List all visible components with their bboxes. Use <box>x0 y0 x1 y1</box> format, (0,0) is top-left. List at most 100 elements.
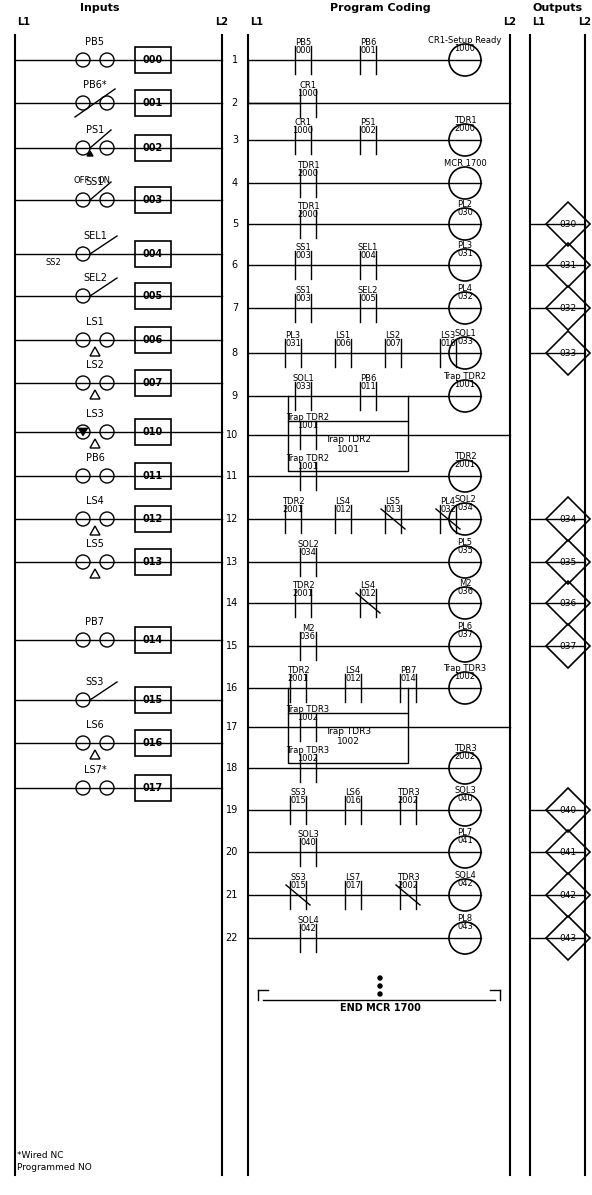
Text: 10: 10 <box>226 430 238 440</box>
Bar <box>135 549 171 575</box>
Text: 1002: 1002 <box>455 672 475 680</box>
Text: 036: 036 <box>457 587 473 595</box>
Text: TDR2: TDR2 <box>453 452 477 460</box>
Text: 001: 001 <box>360 45 376 55</box>
Text: 1001: 1001 <box>298 461 318 471</box>
Bar <box>135 730 171 756</box>
Text: 2000: 2000 <box>298 168 318 178</box>
Text: 2002: 2002 <box>397 796 419 804</box>
Text: SS3: SS3 <box>290 872 306 882</box>
Text: 8: 8 <box>232 348 238 358</box>
Text: PS1: PS1 <box>360 117 376 127</box>
Text: SEL2: SEL2 <box>358 286 378 294</box>
Text: LS7*: LS7* <box>83 765 107 776</box>
Text: TDR2: TDR2 <box>287 666 309 674</box>
Text: 004: 004 <box>143 249 163 259</box>
Text: L2: L2 <box>578 17 591 27</box>
Text: PL6: PL6 <box>458 621 472 631</box>
Text: 2002: 2002 <box>455 752 475 760</box>
Text: 6: 6 <box>232 261 238 270</box>
Text: 9: 9 <box>232 391 238 402</box>
Text: 15: 15 <box>226 641 238 651</box>
Text: 036: 036 <box>559 599 577 607</box>
Text: PL2: PL2 <box>458 200 472 208</box>
Text: SS1: SS1 <box>295 243 311 251</box>
Text: 040: 040 <box>300 838 316 846</box>
Text: TDR1: TDR1 <box>453 116 477 124</box>
Text: 031: 031 <box>285 338 301 348</box>
Text: 035: 035 <box>559 558 577 566</box>
Text: PB7: PB7 <box>400 666 416 674</box>
Text: Programmed NO: Programmed NO <box>17 1164 92 1172</box>
Text: 014: 014 <box>400 674 416 682</box>
Text: 012: 012 <box>360 588 376 598</box>
Text: 017: 017 <box>143 783 163 793</box>
Text: M2: M2 <box>459 578 471 588</box>
Bar <box>135 283 171 310</box>
Text: TDR1: TDR1 <box>297 202 319 210</box>
Text: 2001: 2001 <box>292 588 314 598</box>
Text: 006: 006 <box>143 335 163 345</box>
Text: 2001: 2001 <box>282 504 304 514</box>
Text: 12: 12 <box>226 514 238 523</box>
Text: L1: L1 <box>532 17 545 27</box>
Text: LS4: LS4 <box>336 496 350 505</box>
Text: PB6: PB6 <box>86 453 104 462</box>
Bar <box>135 462 171 489</box>
Text: L2: L2 <box>504 17 516 27</box>
Text: 1002: 1002 <box>298 754 318 762</box>
Text: SEL2: SEL2 <box>83 272 107 283</box>
Text: 032: 032 <box>457 292 473 300</box>
Text: PL7: PL7 <box>458 827 472 836</box>
Text: SS1: SS1 <box>86 177 104 186</box>
Text: PL4: PL4 <box>440 496 455 505</box>
Text: 002: 002 <box>360 125 376 135</box>
Text: TDR2: TDR2 <box>282 496 304 505</box>
Text: PL3: PL3 <box>285 331 301 339</box>
Text: 040: 040 <box>457 793 473 803</box>
Text: 032: 032 <box>559 304 577 313</box>
Text: 043: 043 <box>559 933 577 943</box>
Text: 1002: 1002 <box>337 736 359 746</box>
Text: CR1: CR1 <box>294 117 311 127</box>
Text: 003: 003 <box>143 195 163 206</box>
Bar <box>135 241 171 266</box>
Text: SS1: SS1 <box>295 286 311 294</box>
Text: LS6: LS6 <box>345 788 361 797</box>
Text: 034: 034 <box>457 503 473 511</box>
Text: TDR3: TDR3 <box>397 872 419 882</box>
Text: SOL3: SOL3 <box>454 785 476 795</box>
Text: 015: 015 <box>290 881 306 889</box>
Text: 030: 030 <box>457 208 473 216</box>
Text: 001: 001 <box>143 98 163 108</box>
Text: 035: 035 <box>457 545 473 554</box>
Text: LS3: LS3 <box>86 409 104 419</box>
Text: 014: 014 <box>143 635 163 645</box>
Text: SS2: SS2 <box>45 257 61 266</box>
Bar <box>135 135 171 161</box>
Bar <box>135 627 171 652</box>
Text: Inputs: Inputs <box>81 4 120 13</box>
Text: SOL1: SOL1 <box>454 329 476 337</box>
Text: 20: 20 <box>226 847 238 857</box>
Text: 11: 11 <box>226 471 238 482</box>
Text: 015: 015 <box>143 695 163 705</box>
Text: 041: 041 <box>457 835 473 845</box>
Text: LS5: LS5 <box>86 539 104 549</box>
Text: SEL1: SEL1 <box>83 231 107 241</box>
Text: 042: 042 <box>300 924 316 932</box>
Text: 016: 016 <box>345 796 361 804</box>
Text: 14: 14 <box>226 598 238 608</box>
Text: Program Coding: Program Coding <box>330 4 430 13</box>
Text: PB7: PB7 <box>85 617 105 627</box>
Text: 22: 22 <box>226 933 238 943</box>
Text: PB5: PB5 <box>85 37 105 47</box>
Text: 033: 033 <box>295 381 311 391</box>
Text: LS7: LS7 <box>345 872 361 882</box>
Text: LS1: LS1 <box>336 331 350 339</box>
Text: Outputs: Outputs <box>533 4 583 13</box>
Circle shape <box>378 992 382 995</box>
Text: SOL4: SOL4 <box>454 870 476 880</box>
Text: 2001: 2001 <box>455 460 475 468</box>
Bar <box>135 327 171 353</box>
